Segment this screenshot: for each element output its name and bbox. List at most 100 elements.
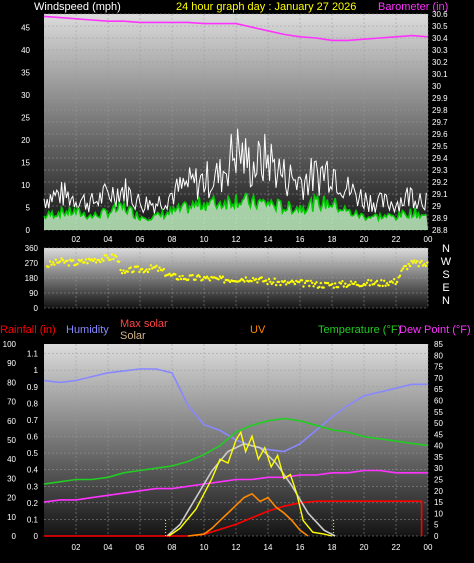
direction-point [138, 270, 141, 274]
barometer-tick-label: 30.3 [432, 46, 448, 55]
chart-title: 24 hour graph day : January 27 2026 [176, 1, 356, 13]
direction-point [272, 281, 275, 284]
direction-point [194, 278, 197, 281]
barometer-line [43, 15, 429, 42]
direction-point [239, 279, 242, 282]
wind-x-tick-label: 06 [136, 235, 145, 244]
direction-point [417, 265, 420, 268]
climate-x-tick-label: 04 [104, 543, 113, 552]
temperature-tick-label: 10 [434, 509, 443, 518]
wind-x-tick-label: 16 [296, 235, 305, 244]
wind-tick-label: 20 [21, 136, 30, 145]
direction-point [112, 257, 115, 261]
solar-line [168, 430, 333, 537]
direction-point [395, 280, 399, 284]
direction-point [105, 254, 108, 257]
direction-point [136, 265, 140, 268]
direction-point [326, 281, 330, 285]
climate-panel-series [43, 368, 429, 537]
direction-point [313, 282, 317, 286]
temperature-tick-label: 20 [434, 487, 443, 496]
compass-label: N [442, 295, 450, 307]
direction-point [205, 275, 209, 278]
climate-x-tick-label: 16 [296, 543, 305, 552]
direction-point [221, 275, 225, 278]
direction-point [387, 283, 390, 287]
climate-x-tick-label: 06 [136, 543, 145, 552]
direction-tick-label: 180 [25, 274, 39, 283]
temperature-tick-label: 55 [434, 408, 443, 417]
rain-tick-label: 1.1 [27, 350, 39, 359]
barometer-tick-label: 30 [432, 82, 441, 91]
direction-point [178, 275, 181, 278]
direction-point [197, 274, 200, 277]
direction-point [156, 269, 160, 272]
direction-point [341, 280, 344, 283]
direction-point [129, 266, 132, 269]
direction-point [260, 276, 263, 279]
climate-x-tick-label: 22 [392, 543, 401, 552]
climate-x-tick-label: 08 [168, 543, 177, 552]
direction-point [51, 261, 55, 264]
direction-point [308, 284, 311, 288]
temperature-tick-label: 70 [434, 374, 443, 383]
direction-point [162, 267, 165, 271]
barometer-tick-label: 29.7 [432, 118, 448, 127]
dew-point-line [43, 469, 428, 503]
temperature-tick-label: 85 [434, 340, 443, 349]
legend-uv: UV [250, 324, 266, 336]
humidity-tick-label: 20 [7, 494, 16, 503]
climate-panel-grid [44, 344, 429, 537]
climate-x-tick-label: 20 [360, 543, 369, 552]
wind-x-tick-label: 00 [424, 235, 433, 244]
direction-point [331, 282, 334, 286]
direction-point [349, 280, 353, 283]
direction-point [266, 282, 269, 286]
direction-point [123, 271, 127, 275]
humidity-tick-label: 0 [12, 532, 17, 541]
wind-x-tick-label: 02 [72, 235, 81, 244]
wind-x-tick-label: 10 [200, 235, 209, 244]
climate-x-tick-label: 10 [200, 543, 209, 552]
barometer-tick-label: 29.8 [432, 106, 448, 115]
wind-axis-title: Windspeed (mph) [34, 1, 121, 13]
direction-point [145, 268, 148, 271]
direction-point [423, 263, 426, 266]
direction-point [244, 276, 248, 279]
direction-point [148, 268, 151, 271]
temperature-line [43, 417, 429, 485]
rain-tick-label: 0.1 [27, 515, 39, 524]
rain-tick-label: 0.8 [27, 399, 39, 408]
direction-point [273, 277, 276, 280]
direction-point [86, 262, 89, 265]
direction-point [204, 277, 207, 280]
direction-point [275, 283, 278, 287]
direction-point [410, 259, 413, 263]
wind-tick-label: 30 [21, 91, 30, 100]
direction-point [168, 272, 171, 275]
direction-point [71, 259, 75, 262]
direction-point [400, 269, 403, 272]
direction-point [270, 282, 273, 286]
direction-point [50, 263, 53, 266]
barometer-tick-label: 29.6 [432, 130, 448, 139]
direction-point [90, 258, 94, 261]
direction-point [416, 259, 419, 263]
direction-point [319, 281, 322, 285]
humidity-tick-label: 50 [7, 436, 16, 445]
barometer-tick-label: 30.6 [432, 10, 448, 19]
direction-point [66, 259, 69, 262]
direction-point [106, 256, 109, 259]
direction-point [397, 276, 400, 279]
direction-point [277, 280, 281, 284]
barometer-tick-label: 29 [432, 202, 441, 211]
climate-x-tick-label: 00 [424, 543, 433, 552]
direction-point [177, 278, 180, 281]
barometer-tick-label: 29.3 [432, 166, 448, 175]
direction-point [83, 261, 86, 264]
direction-point [198, 275, 201, 278]
compass-label: W [441, 256, 452, 268]
direction-point [374, 281, 377, 284]
direction-point [293, 282, 297, 286]
direction-point [424, 264, 428, 268]
